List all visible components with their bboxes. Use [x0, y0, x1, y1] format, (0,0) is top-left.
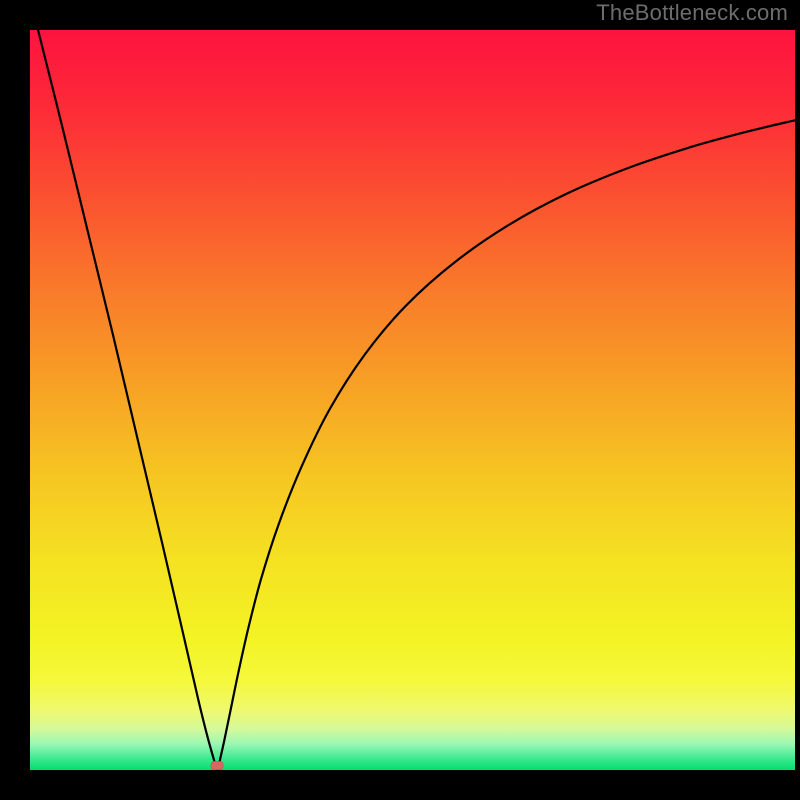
bottleneck-chart — [0, 0, 800, 800]
plot-background-gradient — [30, 30, 795, 770]
minimum-marker — [211, 762, 223, 770]
watermark-text: TheBottleneck.com — [596, 0, 788, 26]
chart-container: TheBottleneck.com — [0, 0, 800, 800]
